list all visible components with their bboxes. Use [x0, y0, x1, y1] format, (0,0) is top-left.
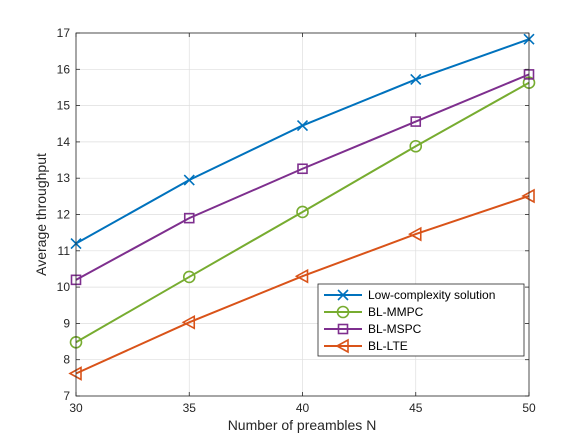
- legend-entry-low-complexity-solution: Low-complexity solution: [324, 288, 495, 302]
- y-tick-label: 16: [57, 62, 71, 76]
- data-point-bl-lte: [68, 366, 82, 381]
- data-point-low-complexity-solution: [183, 174, 195, 186]
- data-point-bl-mspc: [297, 163, 308, 175]
- y-tick-label: 12: [57, 208, 71, 222]
- data-point-bl-lte: [181, 314, 196, 330]
- legend-label: Low-complexity solution: [368, 288, 495, 302]
- y-tick-label: 14: [57, 135, 71, 149]
- y-tick-label: 11: [58, 244, 71, 258]
- series-bl-lte: [68, 188, 535, 381]
- y-tick-label: 10: [57, 280, 71, 294]
- series-line-bl-lte: [75, 195, 530, 375]
- y-axis-label: Average throughput: [33, 153, 49, 276]
- data-point-bl-mmpc: [409, 139, 423, 153]
- y-tick-label: 13: [57, 171, 71, 185]
- data-point-bl-lte: [408, 226, 422, 242]
- legend-label: BL-MSPC: [368, 322, 422, 336]
- legend-swatch-marker: [336, 305, 350, 319]
- data-point-low-complexity-solution: [410, 73, 422, 86]
- data-point-low-complexity-solution: [296, 119, 309, 132]
- data-point-bl-lte: [521, 188, 535, 204]
- data-point-bl-lte: [294, 268, 309, 284]
- x-tick-label: 50: [522, 401, 536, 415]
- y-tick-label: 7: [63, 389, 70, 403]
- x-tick-label: 40: [296, 401, 310, 415]
- data-point-bl-mspc: [183, 212, 195, 224]
- series-line-bl-mspc: [75, 73, 530, 281]
- legend: Low-complexity solution BL-MMPC BL-MSPC BL-…: [317, 283, 525, 357]
- legend-swatch-marker: [337, 289, 349, 301]
- x-tick-label: 45: [409, 401, 423, 415]
- data-point-bl-mmpc: [182, 270, 196, 284]
- y-tick-label: 15: [57, 99, 71, 113]
- series-bl-mspc: [70, 69, 535, 286]
- legend-entry-bl-mmpc: BL-MMPC: [324, 305, 424, 319]
- legend-swatch-marker: [335, 338, 349, 354]
- data-point-bl-mspc: [410, 116, 422, 127]
- y-tick-label: 8: [63, 353, 70, 367]
- series-line-bl-mmpc: [75, 81, 530, 344]
- y-tick-label: 9: [63, 316, 70, 330]
- legend-label: BL-LTE: [368, 339, 408, 353]
- x-axis-label: Number of preambles N: [228, 417, 377, 433]
- x-tick-label: 35: [183, 401, 197, 415]
- y-tick-label: 17: [57, 26, 71, 40]
- legend-swatch-marker: [337, 323, 349, 335]
- x-tick-label: 30: [69, 401, 83, 415]
- ticks: 30 35 40 45 50 7 8 9 10 11 12 13 14 15 16 17: [57, 26, 536, 415]
- legend-entry-bl-lte: BL-LTE: [324, 338, 408, 354]
- series-layer: [68, 33, 536, 381]
- data-point-bl-mmpc: [296, 205, 309, 219]
- legend-entry-bl-mspc: BL-MSPC: [324, 322, 422, 336]
- legend-label: BL-MMPC: [368, 305, 424, 319]
